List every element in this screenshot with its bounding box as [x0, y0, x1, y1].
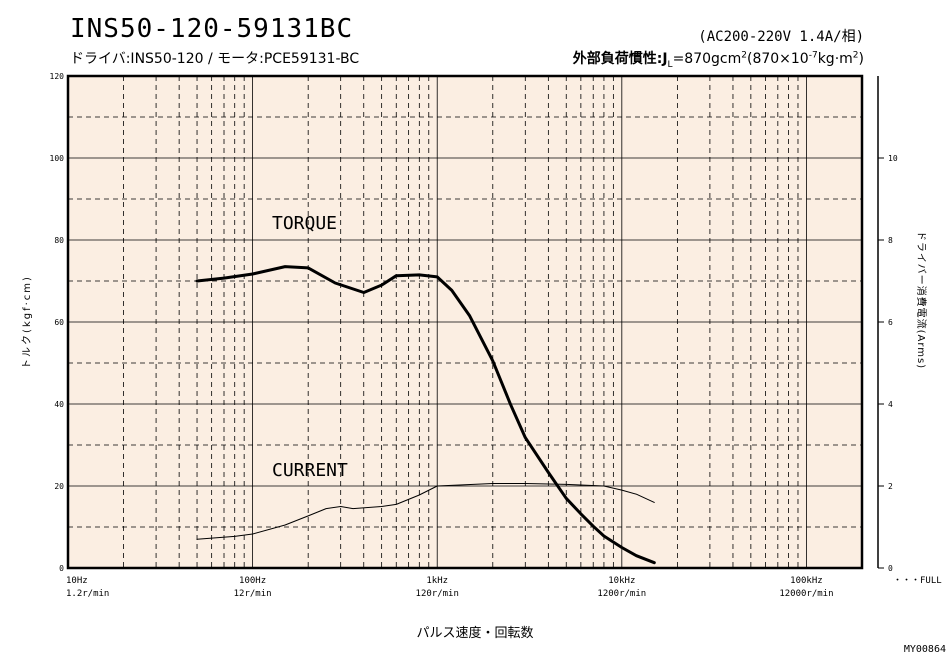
series-label-current: CURRENT [272, 460, 348, 481]
x-tick-label-rpm: 120r/min [416, 589, 459, 599]
y-tick-label: 100 [50, 154, 65, 163]
y2-tick-label: 10 [888, 154, 898, 163]
x-tick-label: 100Hz [239, 576, 266, 586]
inertia-paren: (870×10 [746, 51, 809, 67]
y-tick-label: 20 [54, 482, 64, 491]
x-tick-label-rpm: 1200r/min [597, 589, 646, 599]
full-label: ・・・FULL [893, 576, 942, 586]
y-tick-label: 120 [50, 72, 65, 81]
x-tick-label-rpm: 12r/min [234, 589, 272, 599]
x-tick-label: 1kHz [426, 576, 448, 586]
y-tick-label: 60 [54, 318, 64, 327]
y-tick-label: 0 [59, 564, 64, 573]
series-line-torque [195, 265, 656, 565]
chart-subtitle: ドライバ:INS50-120 / モータ:PCE59131-BC [70, 51, 360, 67]
y2-tick-label: 6 [888, 318, 893, 327]
inertia-value: =870gcm [672, 51, 742, 67]
y-tick-label: 80 [54, 236, 64, 245]
inertia-prefix: 外部負荷慣性:J [572, 51, 668, 67]
y-axis-label: トルク(kgf·cm) [21, 275, 33, 369]
x-tick-label-rpm: 1.2r/min [66, 589, 109, 599]
series-label-torque: TORQUE [272, 213, 337, 234]
y2-axis-label: ドライバー消費電流(Arms) [915, 231, 928, 369]
inertia-exp3: 2 [852, 50, 859, 61]
x-tick-label-rpm: 12000r/min [779, 589, 833, 599]
load-inertia-label: 外部負荷慣性:JL=870gcm2(870×10-7kg·m2) [572, 48, 864, 70]
x-tick-label: 100kHz [790, 576, 823, 586]
power-supply-label: (AC200-220V 1.4A/相) [698, 29, 864, 45]
inertia-sub: L [667, 59, 673, 70]
inertia-close: ) [858, 51, 864, 67]
y2-tick-label: 4 [888, 400, 893, 409]
x-tick-label: 10kHz [608, 576, 635, 586]
chart-title: INS50-120-59131BC [70, 14, 354, 44]
y-tick-label: 40 [54, 400, 64, 409]
inertia-exp1: 2 [741, 50, 747, 61]
inertia-unit: kg·m [817, 51, 853, 67]
x-tick-label: 10Hz [66, 576, 88, 586]
series-line-current [196, 483, 655, 540]
x-axis-label: パルス速度・回転数 [416, 626, 534, 641]
y2-tick-label: 2 [888, 482, 893, 491]
y2-tick-label: 0 [888, 564, 893, 573]
inertia-exp2: -7 [808, 50, 818, 61]
y2-tick-label: 8 [888, 236, 893, 245]
plot-frame [66, 74, 864, 570]
figure-code: MY00864 [903, 644, 946, 655]
